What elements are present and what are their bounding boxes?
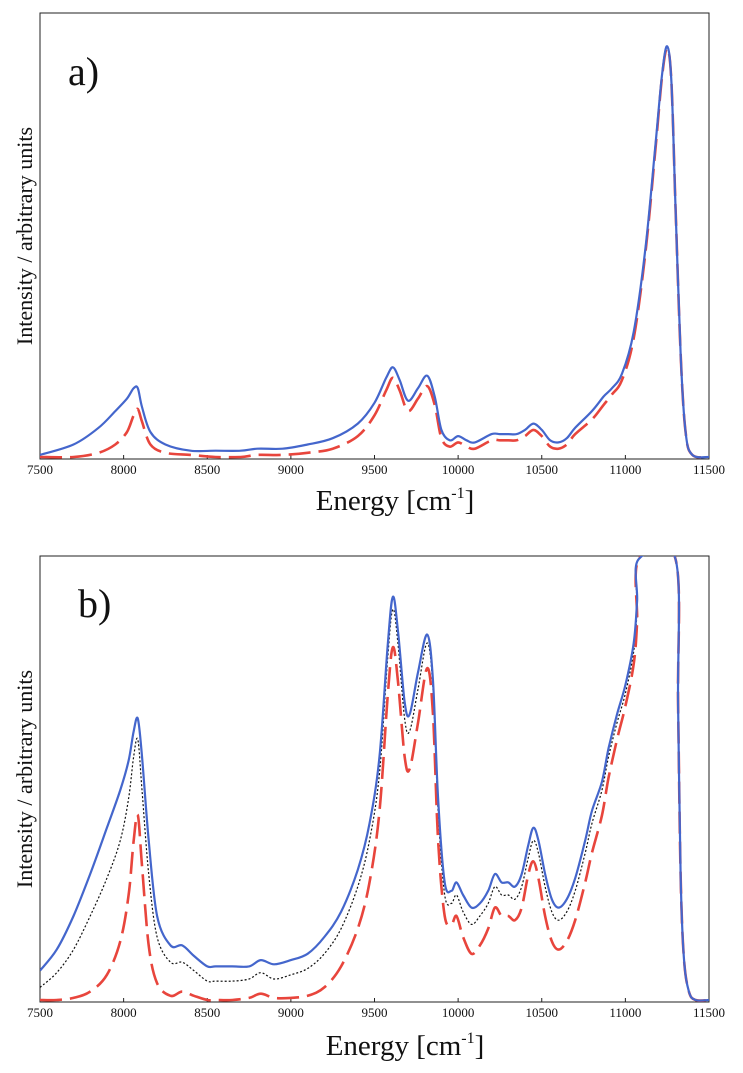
panel-a-ylabel: Intensity / arbitrary units <box>12 127 37 345</box>
x-tick-label: 10500 <box>526 462 559 477</box>
panel-b-x-ticks: 7500 8000 8500 9000 9500 10000 10500 11000 11500 <box>27 998 725 1020</box>
x-tick-label: 8000 <box>111 462 137 477</box>
x-tick-label: 11500 <box>693 1005 725 1020</box>
x-tick-label: 10500 <box>526 1005 559 1020</box>
panel-b-xlabel-main: Energy [cm <box>326 1030 462 1062</box>
x-tick-label: 9000 <box>278 462 304 477</box>
x-tick-label: 11000 <box>609 462 641 477</box>
panel-b: b) Intensity / arbitrary units 7500 8000 8… <box>12 555 725 1062</box>
panel-b-xlabel-end: ] <box>475 1030 485 1062</box>
series-line-solid <box>40 45 709 459</box>
x-tick-label: 11500 <box>693 462 725 477</box>
panel-b-ylabel: Intensity / arbitrary units <box>12 670 37 888</box>
x-tick-label: 7500 <box>27 1005 53 1020</box>
x-tick-label: 7500 <box>27 462 53 477</box>
series-line-solid <box>40 556 709 1002</box>
panel-a-xlabel-main: Energy [cm <box>316 485 452 517</box>
panel-a-label: a) <box>68 49 99 94</box>
panel-a-xlabel-sup: -1 <box>451 485 464 502</box>
panel-b-xlabel: Energy [cm-1] <box>326 1030 485 1062</box>
x-tick-label: 8500 <box>194 462 220 477</box>
panel-a-xlabel-end: ] <box>465 485 475 517</box>
panel-b-label: b) <box>78 581 111 626</box>
x-tick-label: 9500 <box>362 1005 388 1020</box>
x-tick-label: 8500 <box>194 1005 220 1020</box>
panel-a-series <box>40 45 709 459</box>
x-tick-label: 11000 <box>609 1005 641 1020</box>
panel-a-xlabel: Energy [cm-1] <box>316 485 475 517</box>
panel-a: a) Intensity / arbitrary units 7500 8000 8… <box>12 12 725 517</box>
panel-b-xlabel-sup: -1 <box>461 1030 474 1047</box>
x-tick-label: 8000 <box>111 1005 137 1020</box>
x-tick-label: 10000 <box>442 1005 475 1020</box>
series-line-dotted <box>40 556 709 1002</box>
x-tick-label: 9500 <box>362 462 388 477</box>
x-tick-label: 9000 <box>278 1005 304 1020</box>
series-line-dashed <box>40 556 709 1002</box>
panel-a-x-ticks: 7500 8000 8500 9000 9500 10000 10500 11000 11500 <box>27 455 725 477</box>
x-tick-label: 10000 <box>442 462 475 477</box>
panel-b-series <box>40 556 709 1002</box>
